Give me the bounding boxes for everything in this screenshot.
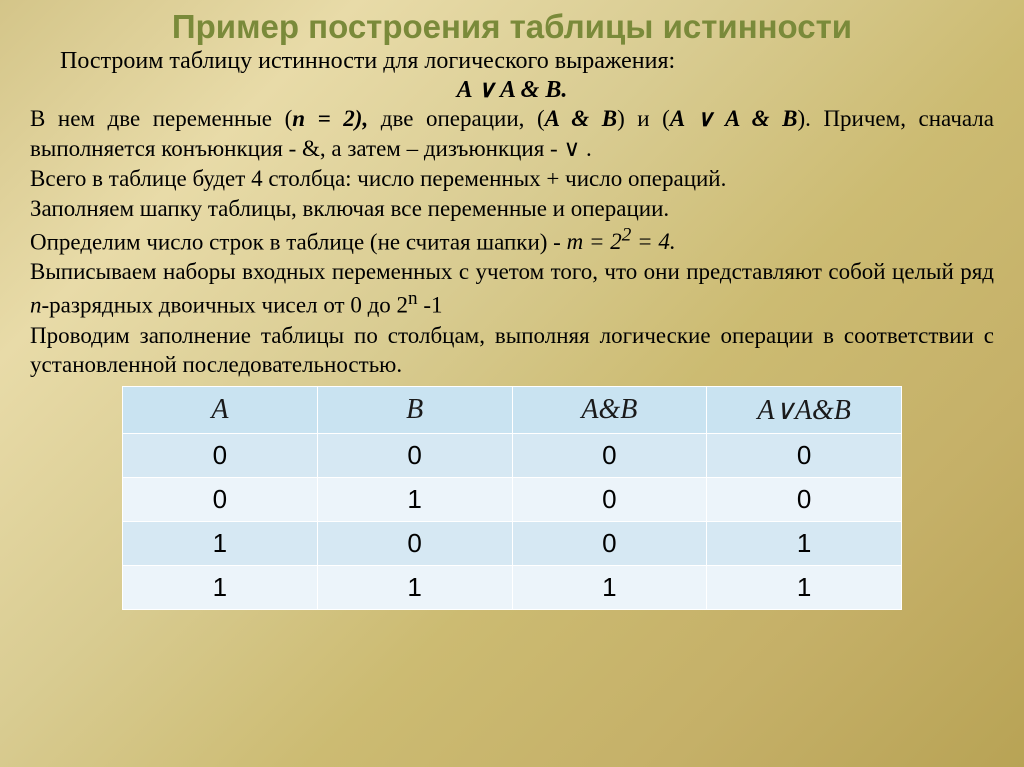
p4-m-eq: m = 2 — [567, 229, 622, 254]
paragraph-6: Проводим заполнение таблицы по столбцам,… — [30, 321, 994, 381]
p1-text-c: две операции, ( — [368, 106, 544, 131]
slide-title: Пример построения таблицы истинности — [30, 8, 994, 46]
col-AorAandB: A∨A&B — [707, 387, 902, 434]
p5-n: n — [30, 293, 42, 318]
cell: 1 — [707, 522, 902, 566]
cell: 1 — [123, 522, 318, 566]
p1-expr-1: A & B — [545, 106, 617, 131]
cell: 0 — [317, 434, 512, 478]
truth-table: A B A&B A∨A&B 0 0 0 0 0 1 0 0 1 0 0 — [122, 386, 902, 610]
p1-text-a: В нем две переменные ( — [30, 106, 292, 131]
p5-text-a: Выписываем наборы входных переменных с у… — [30, 259, 994, 284]
table-row: 0 1 0 0 — [123, 478, 902, 522]
cell: 0 — [512, 478, 707, 522]
paragraph-1: В нем две переменные (n = 2), две операц… — [30, 104, 994, 164]
paragraph-3: Заполняем шапку таблицы, включая все пер… — [30, 194, 994, 224]
intro-text: Построим таблицу истинности для логическ… — [60, 48, 994, 75]
p4-sup: 2 — [622, 225, 632, 246]
cell: 1 — [123, 566, 318, 610]
col-B: B — [317, 387, 512, 434]
p4-text-a: Определим число строк в таблице (не счит… — [30, 229, 567, 254]
paragraph-5: Выписываем наборы входных переменных с у… — [30, 257, 994, 320]
cell: 0 — [707, 478, 902, 522]
cell: 0 — [123, 478, 318, 522]
cell: 1 — [512, 566, 707, 610]
col-AandB: A&B — [512, 387, 707, 434]
table-row: 0 0 0 0 — [123, 434, 902, 478]
cell: 0 — [317, 522, 512, 566]
p5-sup: n — [408, 288, 418, 309]
cell: 0 — [512, 434, 707, 478]
cell: 1 — [317, 566, 512, 610]
paragraph-2: Всего в таблице будет 4 столбца: число п… — [30, 164, 994, 194]
paragraph-4: Определим число строк в таблице (не счит… — [30, 224, 994, 258]
p1-var-n: n = 2), — [292, 106, 368, 131]
cell: 0 — [707, 434, 902, 478]
p1-text-e: ) и ( — [617, 106, 670, 131]
formula: A ∨ A & B. — [30, 75, 994, 104]
table-header-row: A B A&B A∨A&B — [123, 387, 902, 434]
p4-eq4: = 4. — [631, 229, 675, 254]
cell: 1 — [317, 478, 512, 522]
col-A: A — [123, 387, 318, 434]
cell: 0 — [123, 434, 318, 478]
p5-text-c: -1 — [418, 293, 443, 318]
p5-text-b: -разрядных двоичных чисел от 0 до 2 — [42, 293, 409, 318]
cell: 1 — [707, 566, 902, 610]
p1-expr-2: A ∨ A & B — [670, 106, 798, 131]
cell: 0 — [512, 522, 707, 566]
table-row: 1 1 1 1 — [123, 566, 902, 610]
slide-container: Пример построения таблицы истинности Пос… — [0, 0, 1024, 610]
table-row: 1 0 0 1 — [123, 522, 902, 566]
